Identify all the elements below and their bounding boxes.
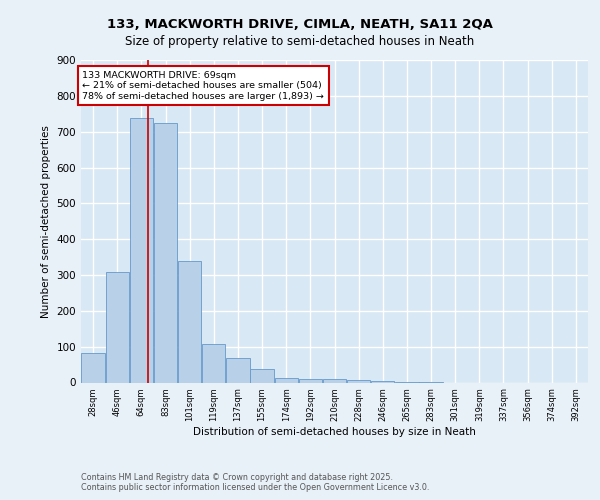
Bar — [202, 344, 226, 383]
Text: 133 MACKWORTH DRIVE: 69sqm
← 21% of semi-detached houses are smaller (504)
78% o: 133 MACKWORTH DRIVE: 69sqm ← 21% of semi… — [82, 70, 324, 101]
Bar — [347, 380, 370, 382]
Bar — [82, 353, 105, 382]
Bar — [178, 260, 202, 382]
X-axis label: Distribution of semi-detached houses by size in Neath: Distribution of semi-detached houses by … — [193, 427, 476, 437]
Y-axis label: Number of semi-detached properties: Number of semi-detached properties — [41, 125, 51, 318]
Bar — [299, 378, 322, 382]
Bar — [130, 118, 153, 382]
Text: Contains HM Land Registry data © Crown copyright and database right 2025.
Contai: Contains HM Land Registry data © Crown c… — [81, 473, 430, 492]
Bar — [250, 369, 274, 382]
Bar — [226, 358, 250, 382]
Bar — [275, 378, 298, 382]
Text: 133, MACKWORTH DRIVE, CIMLA, NEATH, SA11 2QA: 133, MACKWORTH DRIVE, CIMLA, NEATH, SA11… — [107, 18, 493, 30]
Bar — [154, 122, 177, 382]
Bar — [106, 272, 129, 382]
Text: Size of property relative to semi-detached houses in Neath: Size of property relative to semi-detach… — [125, 35, 475, 48]
Bar — [323, 380, 346, 382]
